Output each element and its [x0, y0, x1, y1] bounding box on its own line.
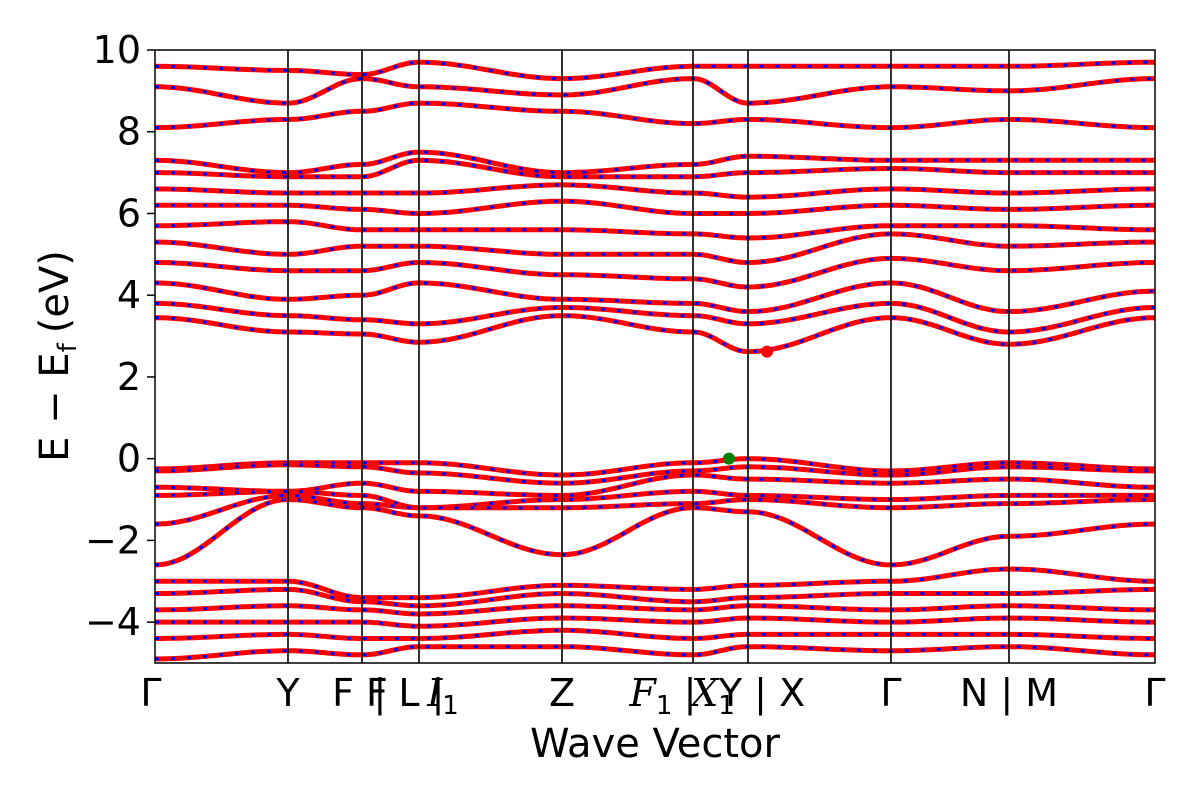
band-line-spin-up-21	[155, 149, 1155, 176]
band-line-spin-up-8	[155, 603, 1155, 617]
y-tick-label: 6	[117, 191, 141, 235]
band-line-spin-down-13	[155, 301, 1155, 334]
kpoint-label-y-x: Y | X	[718, 671, 805, 716]
y-tick-label: 0	[117, 437, 141, 481]
kpoint-label-f1-subscript: 1	[656, 691, 673, 721]
kpoint-label-z: Z	[549, 671, 575, 715]
band-lines	[155, 59, 1155, 662]
band-line-spin-up-17	[155, 219, 1155, 241]
band-line-spin-up-18	[155, 198, 1155, 217]
band-line-spin-up-16	[155, 231, 1155, 265]
kpoint-label-gamma-end: Γ	[1144, 671, 1165, 715]
band-line-spin-down-23	[155, 77, 1155, 105]
kpoint-label-y: Y	[275, 671, 300, 715]
y-axis-title-main: E − E	[32, 352, 78, 462]
band-line-spin-up-20	[155, 157, 1155, 180]
y-axis-title-subscript: f	[53, 342, 83, 352]
y-tick-label: 2	[117, 355, 141, 399]
y-axis-ticks: 10 8 6 4 2 0 −2 −4	[85, 28, 155, 644]
y-tick-label: 8	[117, 110, 141, 154]
kpoint-label-f1: F1	[629, 671, 673, 721]
kpoint-label-i1: I1	[426, 671, 459, 721]
band-line-spin-up-7	[155, 586, 1155, 609]
conduction-band-minimum-marker	[761, 345, 773, 358]
band-line-spin-up-24	[155, 59, 1155, 82]
band-line-spin-up-14	[155, 280, 1155, 314]
y-tick-label: −4	[85, 600, 141, 644]
kpoint-label-l: | L |	[374, 671, 445, 716]
band-line-spin-down-16	[155, 232, 1155, 264]
band-line-spin-up-6	[155, 566, 1155, 601]
valence-band-maximum-marker	[723, 452, 735, 465]
y-tick-label: −2	[85, 518, 141, 562]
plot-frame	[154, 49, 1156, 664]
band-line-spin-down-4	[155, 493, 1155, 526]
y-axis-title-unit: (eV)	[32, 250, 78, 333]
kpoint-label-gamma-mid: Γ	[880, 671, 901, 715]
band-line-spin-up-3	[155, 488, 1155, 511]
band-line-spin-up-10	[155, 627, 1155, 641]
band-line-spin-up-11	[155, 644, 1155, 662]
kpoint-label-f1-separator: |	[684, 671, 697, 716]
kpoint-label-x1-letter: X	[688, 671, 720, 715]
band-line-spin-up-12	[155, 313, 1155, 355]
kpoint-label-f-f: F F	[332, 671, 388, 715]
band-line-spin-up-0	[155, 456, 1155, 478]
band-line-spin-up-15	[155, 255, 1155, 290]
kpoint-label-gamma-start: Γ	[140, 671, 161, 715]
kpoint-label-f1-letter: F	[629, 671, 658, 715]
band-line-spin-down-21	[155, 150, 1155, 175]
band-line-spin-up-9	[155, 615, 1155, 629]
kpoint-label-i1-subscript: 1	[442, 691, 459, 721]
band-line-spin-up-2	[155, 472, 1155, 498]
kpoint-label-x1: X1	[688, 671, 735, 721]
band-line-spin-down-22	[155, 101, 1155, 130]
y-tick-label: 4	[117, 273, 141, 317]
band-line-spin-up-22	[155, 100, 1155, 131]
band-line-spin-up-5	[155, 496, 1155, 568]
x-axis-title: Wave Vector	[530, 721, 781, 767]
band-line-spin-down-5	[155, 497, 1155, 567]
band-line-spin-up-1	[155, 462, 1155, 486]
y-tick-label: 10	[93, 28, 141, 72]
kpoint-label-i1-letter: I	[426, 671, 443, 715]
band-line-spin-up-19	[155, 182, 1155, 200]
kpoint-label-x1-subscript: 1	[718, 691, 735, 721]
y-axis-title: E − Ef (eV)	[32, 250, 83, 462]
kpath-divider-lines	[287, 50, 1010, 663]
kpoint-label-n-m: N | M	[960, 671, 1058, 716]
band-line-spin-down-15	[155, 256, 1155, 289]
band-extrema-markers	[723, 345, 773, 465]
